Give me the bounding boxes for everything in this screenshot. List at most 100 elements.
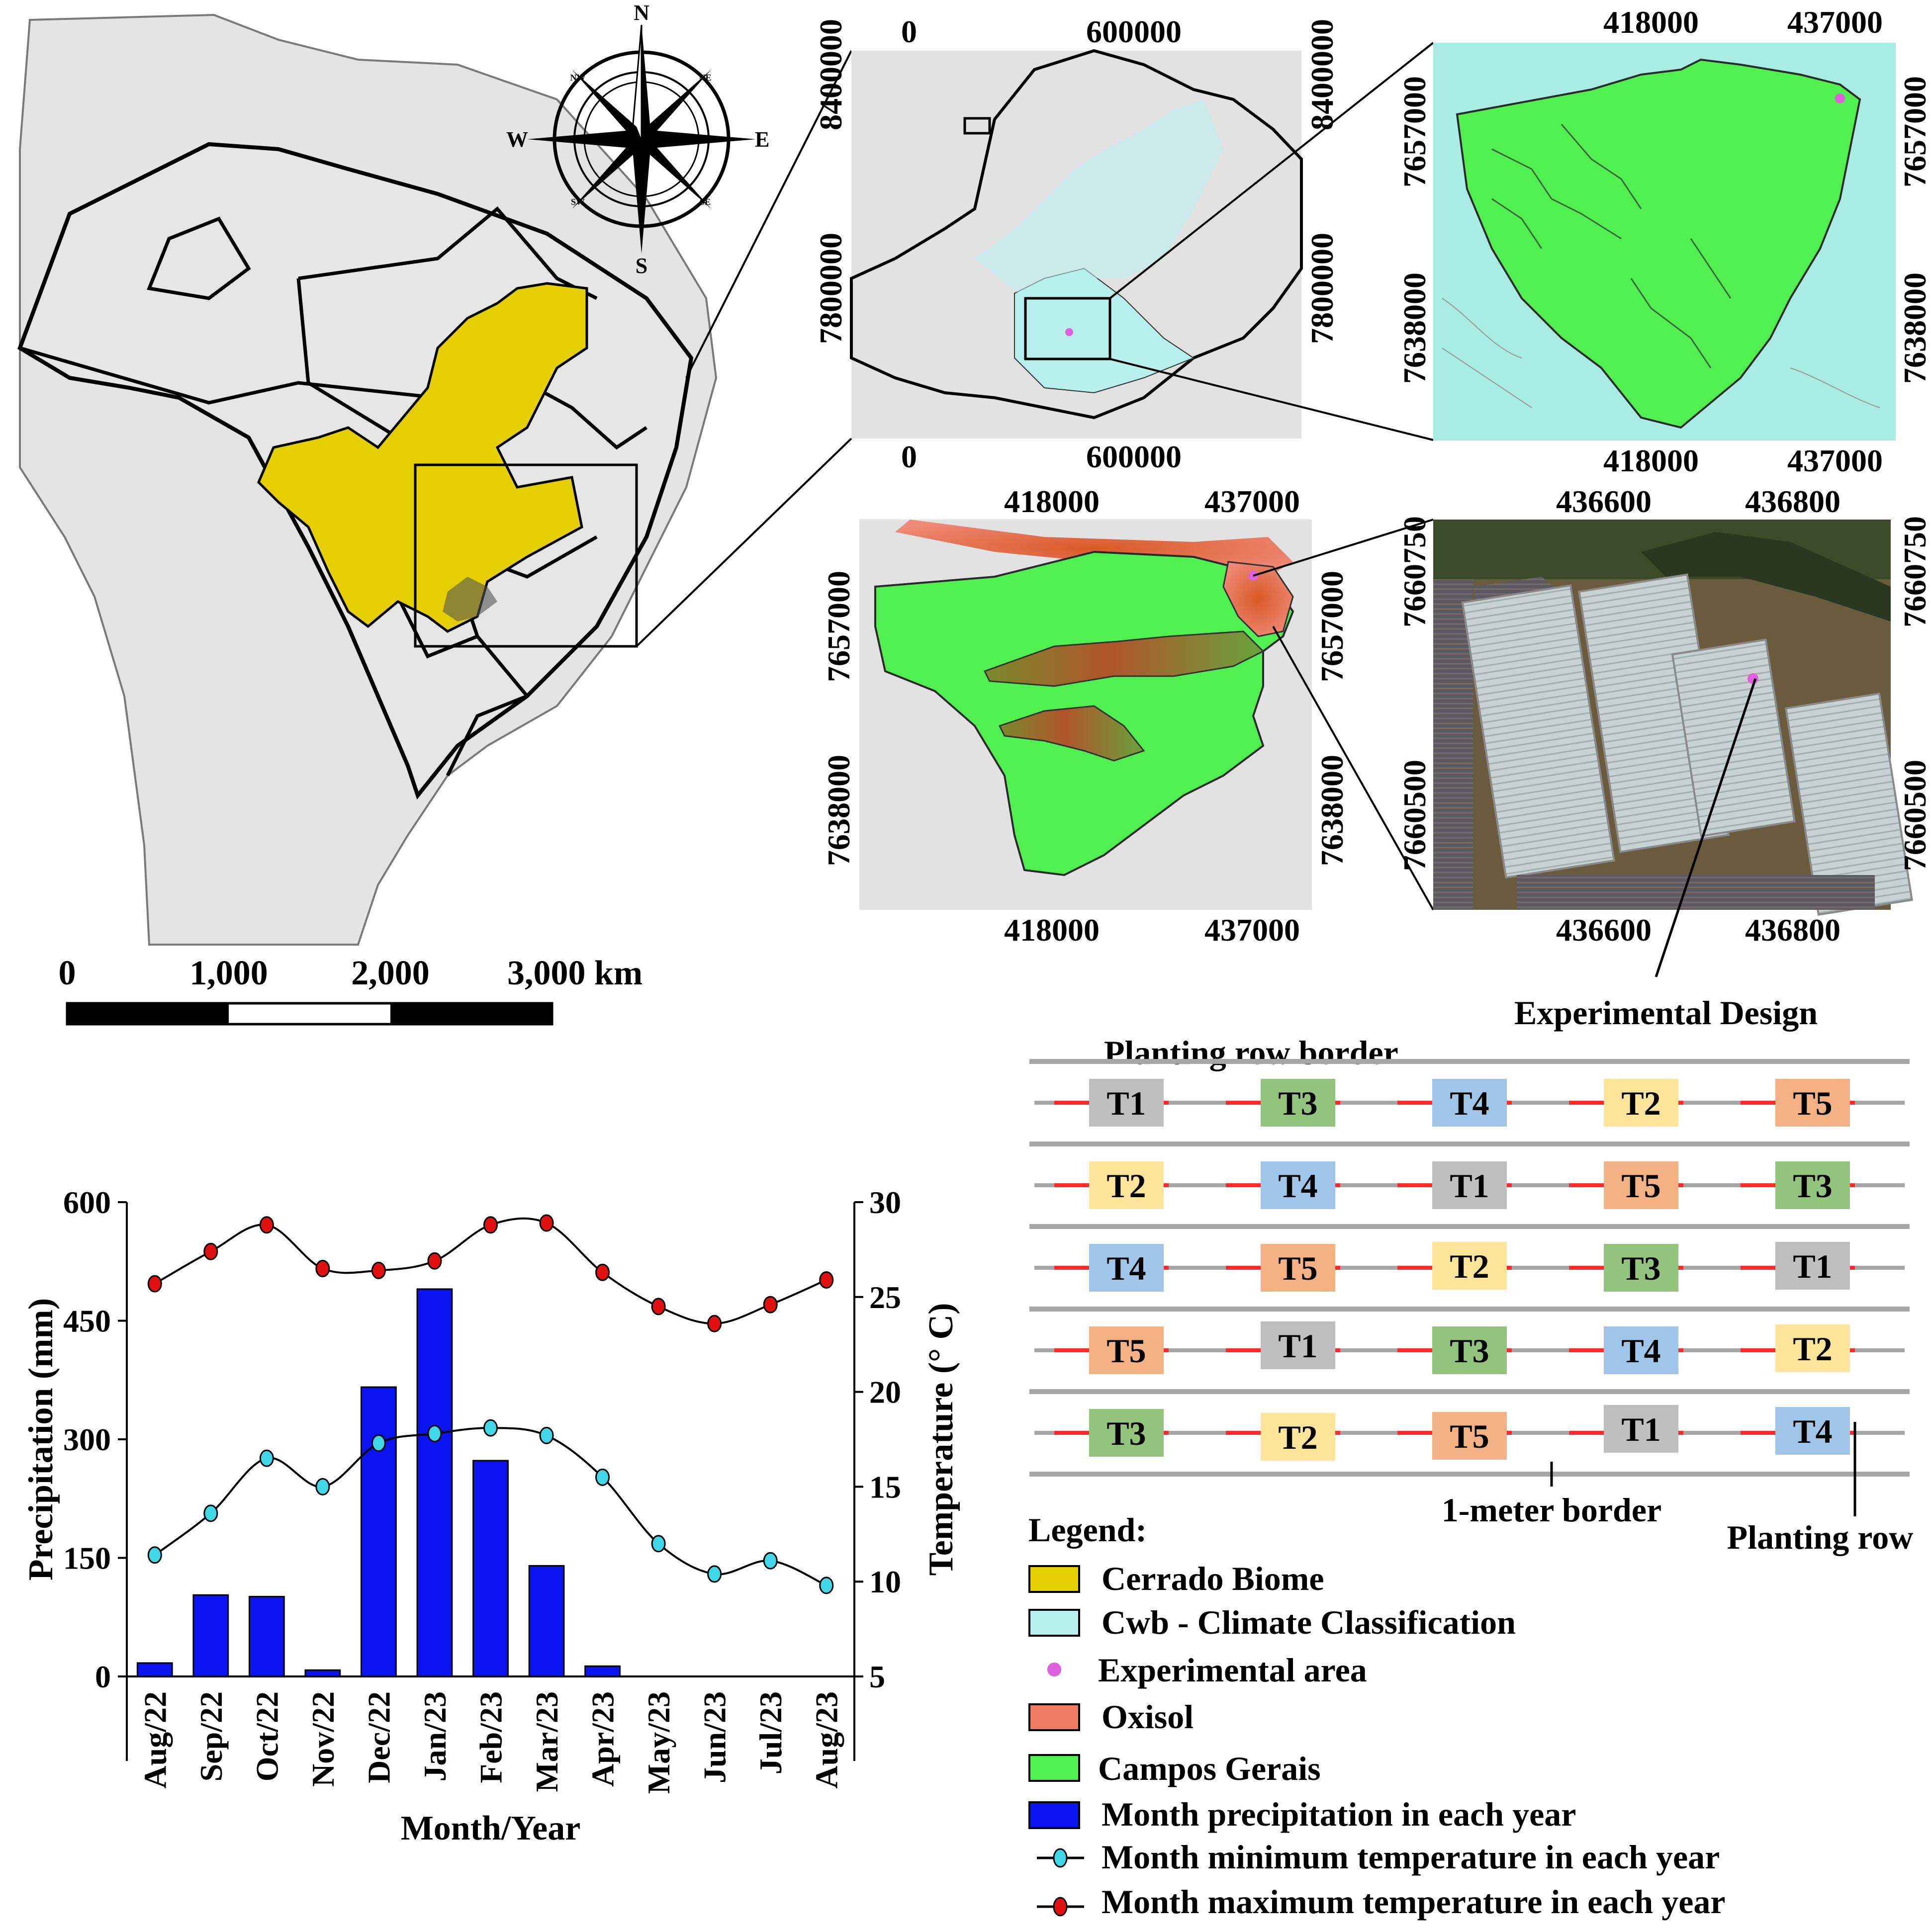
y2-tick-label: 15 — [869, 1469, 901, 1504]
compass-ne-label: NE — [699, 73, 711, 83]
max-temp-point — [595, 1263, 610, 1281]
cwb-x-tick-0-top: 418000 — [1603, 4, 1699, 40]
legend-label-min-temp: Month minimum temperature in each year — [1102, 1838, 1720, 1876]
soil-x-tick-0-top: 418000 — [1004, 484, 1100, 519]
max-temp-point — [427, 1252, 442, 1270]
sat-x-tick-0-bottom: 436600 — [1556, 912, 1652, 948]
treatment-plot — [1775, 1407, 1850, 1455]
treatment-plot — [1089, 1326, 1164, 1374]
treatment-label: T1 — [1106, 1084, 1146, 1122]
compass-se-label: SE — [700, 197, 711, 207]
treatment-label: T4 — [1450, 1084, 1489, 1122]
max-temp-point — [483, 1216, 498, 1234]
y-tick-label: 450 — [63, 1304, 111, 1339]
precip-bar — [304, 1669, 341, 1677]
treatment-plot — [1604, 1161, 1678, 1209]
x-tick-label: Jun/23 — [697, 1691, 733, 1783]
soil-x-tick-1-top: 437000 — [1204, 484, 1300, 519]
y-tick-label: 300 — [63, 1422, 111, 1457]
precip-bar — [248, 1595, 285, 1677]
cwb-y-tick-0-left: 7657000 — [1397, 76, 1432, 187]
study-area-box — [1024, 297, 1111, 360]
legend-label-cwb: Cwb - Climate Classification — [1102, 1603, 1516, 1641]
treatment-label: T2 — [1106, 1167, 1146, 1205]
min-temp-point — [259, 1449, 274, 1467]
state-y-tick-1-right: 7800000 — [1304, 233, 1340, 344]
treatment-label: T2 — [1621, 1084, 1660, 1122]
state-y-tick-0-left: 8400000 — [813, 19, 848, 130]
min-temp-point — [539, 1426, 554, 1444]
treatment-label: T4 — [1278, 1167, 1317, 1205]
min-temp-point — [483, 1419, 498, 1437]
min-temp-point — [595, 1468, 610, 1486]
min-temp-point — [315, 1478, 330, 1495]
climate-chart: 0 150 300 450 600 5 10 15 20 25 30 Aug/22 Sep/22 Oct/… — [22, 1185, 960, 1847]
max-temp-point — [539, 1214, 554, 1232]
compass-s-label: S — [636, 254, 647, 278]
legend-swatch-cerrado — [1028, 1565, 1080, 1593]
min-temp-point — [651, 1535, 666, 1553]
min-temp-point — [763, 1552, 778, 1570]
precip-bar — [416, 1288, 453, 1677]
legend: Legend: Cerrado Biome Cwb - Climate Clas… — [1028, 1511, 1726, 1921]
cwb-x-tick-1-top: 437000 — [1787, 4, 1883, 40]
legend-label-cerrado: Cerrado Biome — [1102, 1560, 1324, 1597]
experimental-design: Experimental Design Planting row border … — [1029, 994, 1913, 1556]
legend-item-max-temp: Month maximum temperature in each year — [1037, 1883, 1726, 1921]
treatment-plot — [1089, 1161, 1164, 1209]
soil-y-tick-0-right: 7657000 — [1314, 571, 1350, 682]
treatment-label: T3 — [1106, 1414, 1146, 1452]
max-temp-line — [154, 1217, 827, 1325]
treatment-label: T5 — [1621, 1167, 1660, 1205]
legend-swatch-min-temp — [1053, 1848, 1068, 1868]
x-tick-label: Dec/22 — [361, 1691, 396, 1783]
treatment-label: T3 — [1278, 1084, 1317, 1122]
y-tick-label: 150 — [63, 1541, 111, 1576]
y2-tick-label: 10 — [869, 1564, 901, 1599]
compass-n-label: N — [634, 0, 649, 25]
precip-bar — [136, 1662, 173, 1677]
state-inset-map: 0 600000 0 600000 8400000 7800000 840000… — [813, 14, 1434, 474]
scale-label-2000: 2,000 — [351, 954, 430, 992]
max-temp-point — [315, 1260, 330, 1278]
treatment-label: T2 — [1278, 1418, 1317, 1456]
one-meter-border-label: 1-meter border — [1442, 1491, 1661, 1529]
precip-bar — [584, 1665, 621, 1677]
planting-row-label: Planting row — [1727, 1518, 1914, 1556]
treatment-label: T1 — [1278, 1327, 1317, 1365]
treatment-plot — [1604, 1079, 1678, 1127]
legend-item-precipitation: Month precipitation in each year — [1028, 1795, 1576, 1833]
treatment-plot — [1261, 1413, 1335, 1461]
scale-label-1000: 1,000 — [189, 954, 268, 992]
legend-label-campos-gerais: Campos Gerais — [1098, 1750, 1321, 1787]
legend-label-max-temp: Month maximum temperature in each year — [1102, 1883, 1726, 1921]
x-tick-label: Nov/22 — [305, 1691, 341, 1787]
treatment-plot — [1089, 1244, 1164, 1292]
treatment-plot — [1432, 1326, 1507, 1374]
x-tick-label: Sep/22 — [193, 1691, 229, 1781]
legend-swatch-cwb — [1028, 1609, 1080, 1637]
y-tick-label: 600 — [63, 1185, 111, 1220]
state-x-tick-1-bottom: 600000 — [1086, 439, 1182, 474]
precip-bar — [361, 1386, 397, 1677]
max-temp-point — [651, 1298, 666, 1316]
min-temp-point — [147, 1546, 162, 1564]
y2-tick-label: 20 — [869, 1375, 901, 1410]
treatment-label: T2 — [1793, 1330, 1832, 1368]
treatment-label: T5 — [1793, 1084, 1832, 1122]
study-region-box — [414, 463, 638, 648]
x-tick-label: Feb/23 — [473, 1691, 509, 1783]
min-temp-point — [819, 1577, 834, 1594]
treatment-label: T3 — [1450, 1332, 1489, 1370]
legend-item-cwb: Cwb - Climate Classification — [1028, 1603, 1516, 1641]
x-tick-label: Aug/22 — [137, 1691, 173, 1789]
cwb-y-tick-0-right: 7657000 — [1897, 76, 1931, 187]
treatment-label: T1 — [1793, 1247, 1832, 1285]
treatment-plot — [1775, 1079, 1850, 1127]
treatment-plot — [1261, 1079, 1335, 1127]
treatment-plot — [1432, 1161, 1507, 1209]
legend-item-cerrado: Cerrado Biome — [1028, 1560, 1324, 1597]
max-temp-point — [763, 1296, 778, 1314]
state-y-tick-0-right: 8400000 — [1304, 19, 1340, 130]
